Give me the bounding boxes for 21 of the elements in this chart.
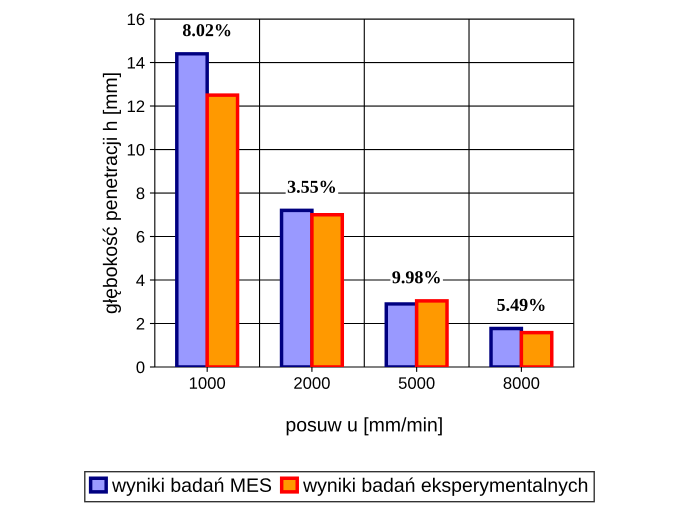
y-tick-label: 16	[128, 13, 144, 26]
legend-label: wyniki badań MES	[112, 478, 272, 496]
y-tick-label: 4	[136, 274, 145, 286]
y-tick-label: 2	[136, 318, 144, 330]
y-tick-label: 0	[136, 361, 144, 374]
annotation: 3.55%	[288, 180, 336, 193]
x-tick-label: 1000	[190, 377, 226, 389]
annotation: 5.49%	[497, 298, 545, 312]
x-axis-title: posuw u [mm/min]	[286, 417, 442, 436]
y-tick-label: 14	[128, 57, 145, 69]
legend-label: wyniki badań eksperymentalnych	[303, 478, 588, 496]
x-tick-label: 2000	[294, 377, 330, 389]
y-tick-label: 8	[136, 187, 144, 200]
y-tick-label: 12	[128, 100, 144, 112]
y-tick-label: 6	[136, 230, 144, 243]
annotation: 9.98%	[392, 271, 440, 284]
annotation: 8.02%	[182, 24, 230, 36]
y-tick-label: 10	[128, 144, 144, 156]
x-tick-label: 8000	[504, 377, 540, 389]
x-tick-label: 5000	[398, 377, 435, 389]
y-axis-title: głębokość penetracji h [mm]	[102, 73, 121, 314]
